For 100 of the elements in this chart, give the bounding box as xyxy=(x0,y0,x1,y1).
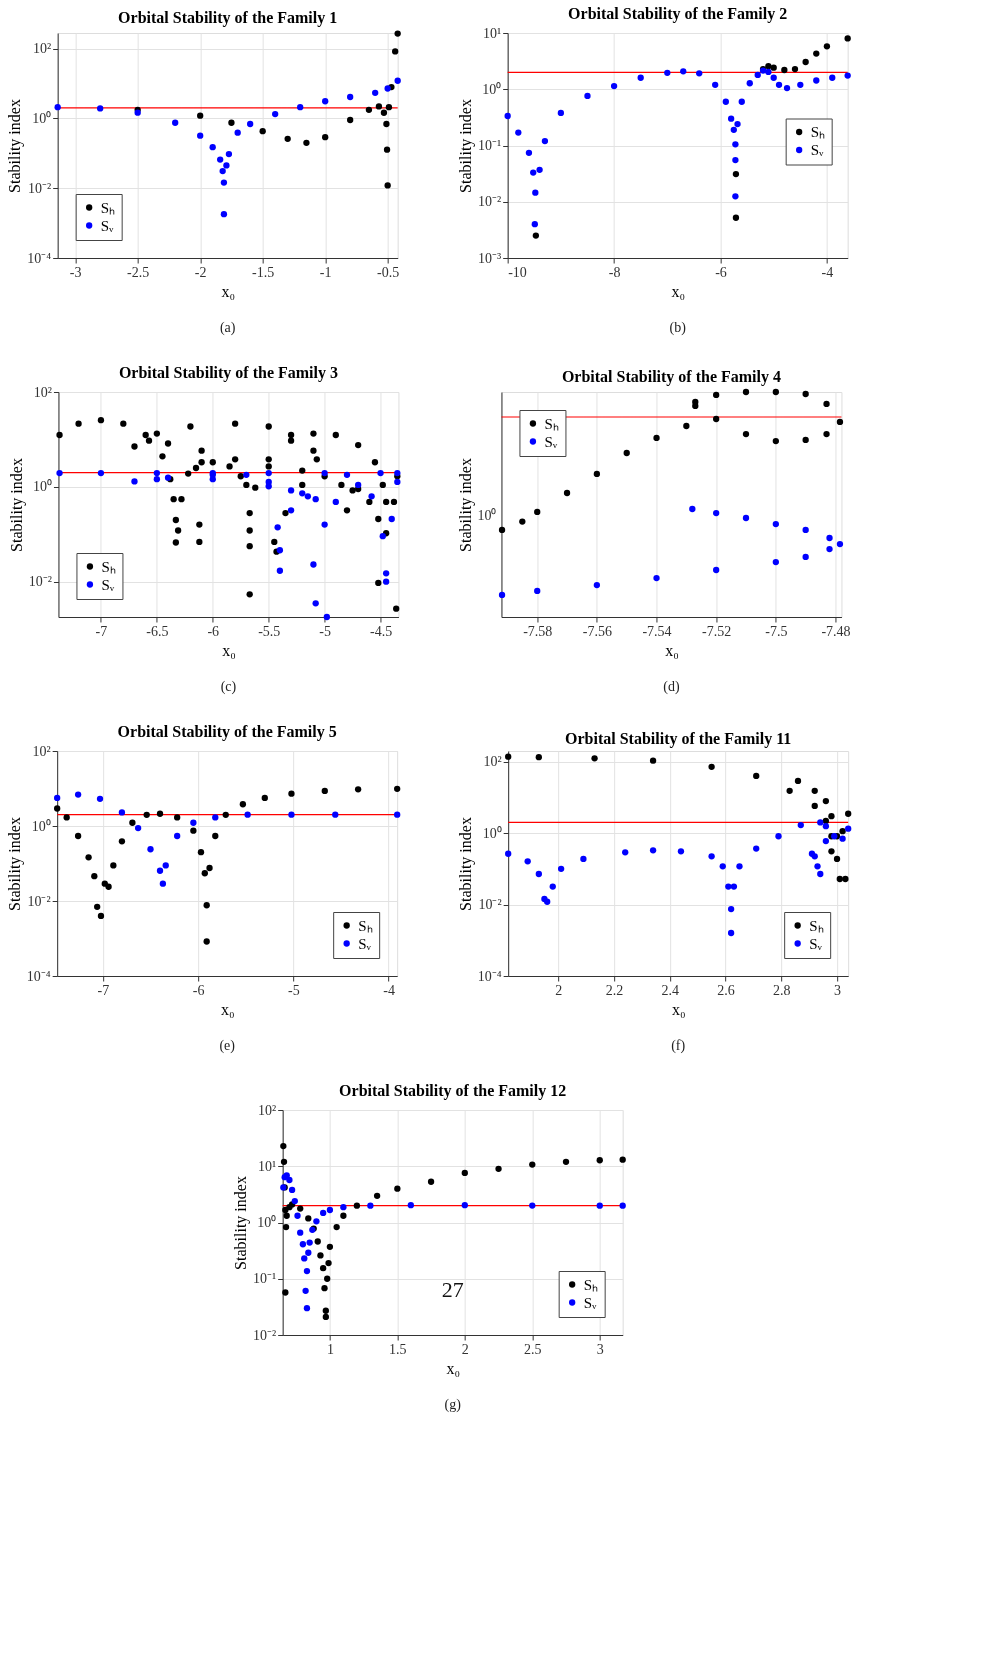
x-tick-label: -8 xyxy=(608,264,621,280)
y-axis-title: Stability index xyxy=(6,99,25,193)
x-tick-label: -7 xyxy=(97,982,110,998)
y-tick-label: 10⁻³ xyxy=(477,250,502,266)
annotation: 27 xyxy=(441,1277,464,1302)
x-tick-label: 2.6 xyxy=(717,982,735,998)
legend-label: Sₕ xyxy=(810,124,826,140)
x-tick-label: -10 xyxy=(508,264,527,280)
y-tick-label: 10⁻² xyxy=(477,194,502,210)
y-tick-label: 10⁻¹ xyxy=(252,1271,277,1287)
x-tick-label: -7 xyxy=(95,623,108,639)
y-axis-title: Stability index xyxy=(231,1176,250,1270)
x-tick-label: 2 xyxy=(461,1341,469,1357)
legend-label: Sₕ xyxy=(544,415,559,432)
chart-title: Orbital Stability of the Family 4 xyxy=(561,367,781,386)
chart-title: Orbital Stability of the Family 5 xyxy=(117,723,337,741)
x-tick-label: -0.5 xyxy=(377,264,400,280)
y-axis-title: Stability index xyxy=(456,458,475,552)
legend-label: Sₕ xyxy=(100,199,116,216)
y-tick-label: 10⁻² xyxy=(27,180,52,196)
y-tick-label: 10⁻⁴ xyxy=(26,968,51,984)
legend-label: Sᵥ xyxy=(544,433,558,450)
x-tick-label: 1.5 xyxy=(389,1341,407,1357)
y-tick-label: 10² xyxy=(32,41,52,57)
text: (d) xyxy=(663,679,680,695)
y-tick-label: 10⁰ xyxy=(257,1215,277,1230)
chart-title: Orbital Stability of the Family 1 xyxy=(118,9,338,28)
x-tick-label: -7.52 xyxy=(702,623,732,639)
legend-label: Sₕ xyxy=(809,917,824,934)
y-tick-label: 10⁻² xyxy=(27,893,51,909)
y-tick-label: 10¹ xyxy=(482,25,502,41)
x-axis-title: x₀ xyxy=(220,1000,235,1018)
y-tick-label: 10² xyxy=(33,384,52,400)
legend-label: Sᵥ xyxy=(809,935,823,952)
y-axis-title: Stability index xyxy=(456,99,475,193)
y-tick-label: 10⁻² xyxy=(252,1327,277,1343)
y-tick-label: 10² xyxy=(483,754,502,770)
x-tick-label: 2.4 xyxy=(661,982,680,998)
x-tick-label: -1 xyxy=(319,264,332,280)
y-axis-title: Stability index xyxy=(7,458,26,552)
y-axis-title: Stability index xyxy=(456,817,475,911)
x-tick-label: -5 xyxy=(288,982,300,998)
legend-label: Sᵥ xyxy=(100,217,115,234)
y-tick-label: 10¹ xyxy=(257,1158,277,1174)
x-tick-label: -6 xyxy=(207,623,220,639)
x-tick-label: -6 xyxy=(192,982,205,998)
x-tick-label: -3 xyxy=(69,264,82,280)
legend-label: Sᵥ xyxy=(101,576,115,593)
x-tick-label: -4 xyxy=(383,982,395,998)
y-tick-label: 10⁰ xyxy=(32,479,52,495)
x-tick-label: 3 xyxy=(834,982,842,998)
x-tick-label: 3 xyxy=(596,1341,604,1357)
x-tick-label: -1.5 xyxy=(252,264,275,280)
y-tick-label: 10⁻¹ xyxy=(477,138,502,153)
text: (f) xyxy=(671,1038,686,1054)
legend-label: Sᵥ xyxy=(358,935,372,952)
chart-title: Orbital Stability of the Family 3 xyxy=(118,364,338,382)
x-tick-label: -7.58 xyxy=(523,623,553,639)
y-tick-label: 10² xyxy=(32,743,51,759)
x-tick-label: 2.2 xyxy=(605,982,624,998)
x-tick-label: -7.54 xyxy=(642,623,672,639)
x-tick-label: 2 xyxy=(555,982,563,998)
x-axis-title: x₀ xyxy=(671,1000,686,1018)
x-tick-label: 1 xyxy=(326,1341,334,1357)
y-tick-label: 10⁰ xyxy=(32,110,52,126)
x-axis-title: x₀ xyxy=(222,641,236,659)
x-axis-title: x₀ xyxy=(671,282,685,300)
x-tick-label: -4.5 xyxy=(369,623,393,639)
text: (c) xyxy=(220,679,237,695)
text: (g) xyxy=(444,1397,462,1413)
y-axis-title: Stability index xyxy=(5,817,24,911)
x-tick-label: 2.8 xyxy=(773,982,791,998)
y-tick-label: 10⁻⁴ xyxy=(477,968,502,984)
legend-label: Sₕ xyxy=(358,917,373,934)
x-axis-title: x₀ xyxy=(221,282,235,300)
y-tick-label: 10⁻² xyxy=(478,897,502,913)
x-tick-label: -6 xyxy=(715,264,727,280)
x-tick-label: -5 xyxy=(319,623,331,639)
x-tick-label: -2.5 xyxy=(127,264,150,280)
legend-label: Sᵥ xyxy=(583,1294,598,1311)
y-tick-label: 10⁰ xyxy=(31,818,51,834)
x-tick-label: -7.56 xyxy=(582,623,612,639)
x-tick-label: -5.5 xyxy=(258,623,281,639)
x-axis-title: x₀ xyxy=(665,641,679,659)
y-tick-label: 10⁰ xyxy=(482,825,502,841)
text: (e) xyxy=(219,1038,236,1054)
y-tick-label: 10⁻² xyxy=(28,574,52,590)
y-tick-label: 10² xyxy=(257,1102,277,1118)
x-axis-title: x₀ xyxy=(446,1359,460,1377)
y-tick-label: 10⁻⁴ xyxy=(27,250,52,266)
y-tick-label: 10⁰ xyxy=(482,81,502,97)
x-tick-label: -7.5 xyxy=(765,623,788,639)
legend-label: Sᵥ xyxy=(810,142,825,158)
x-tick-label: -4 xyxy=(821,264,834,280)
x-tick-label: 2.5 xyxy=(524,1341,542,1357)
chart-title: Orbital Stability of the Family 11 xyxy=(565,730,792,748)
chart-title: Orbital Stability of the Family 12 xyxy=(339,1082,567,1100)
x-tick-label: -7.48 xyxy=(821,623,851,639)
legend-label: Sₕ xyxy=(583,1276,599,1293)
chart-title: Orbital Stability of the Family 2 xyxy=(568,5,788,23)
